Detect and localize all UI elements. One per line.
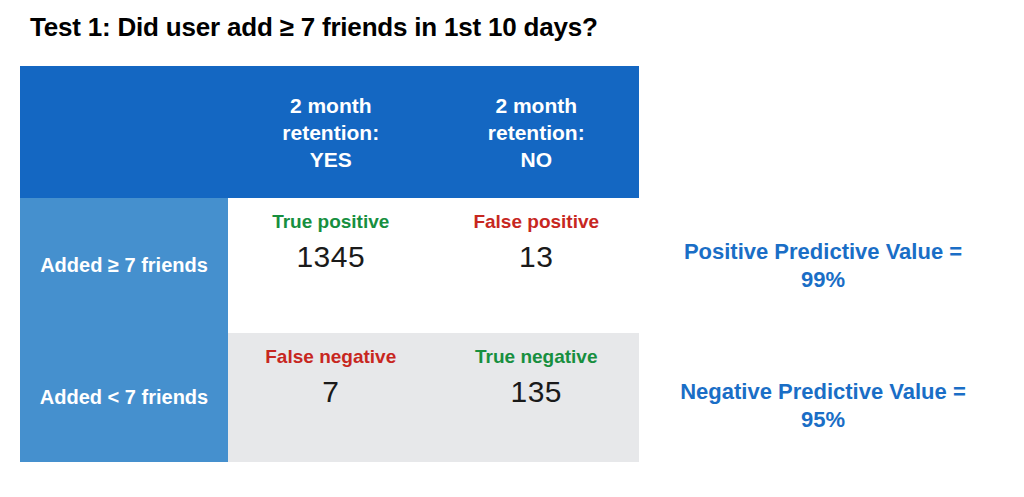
slide-canvas: Test 1: Did user add ≥ 7 friends in 1st … [0, 0, 1024, 497]
column-header-retention-no: 2 month retention: NO [434, 66, 640, 198]
cell-value: 135 [434, 375, 640, 409]
table-row: True positive 1345 False positive 13 [228, 198, 639, 333]
page-title: Test 1: Did user add ≥ 7 friends in 1st … [30, 12, 598, 43]
table-row: False negative 7 True negative 135 [228, 333, 639, 462]
cell-category-label: True negative [434, 346, 640, 368]
cell-true-positive: True positive 1345 [228, 198, 434, 333]
cell-false-negative: False negative 7 [228, 333, 434, 462]
matrix-cells: True positive 1345 False positive 13 Fal… [228, 198, 639, 462]
cell-value: 1345 [228, 240, 434, 274]
cell-category-label: True positive [228, 211, 434, 233]
cell-value: 13 [434, 240, 640, 274]
row-label-added-lt-7: Added < 7 friends [20, 333, 228, 462]
matrix-corner-cell [20, 66, 228, 198]
cell-false-positive: False positive 13 [434, 198, 640, 333]
column-header-retention-yes: 2 month retention: YES [228, 66, 434, 198]
cell-true-negative: True negative 135 [434, 333, 640, 462]
cell-category-label: False positive [434, 211, 640, 233]
row-label-added-ge-7: Added ≥ 7 friends [20, 198, 228, 333]
matrix-row-label-column: Added ≥ 7 friends Added < 7 friends [20, 198, 228, 462]
positive-predictive-value-annotation: Positive Predictive Value = 99% [650, 238, 996, 294]
matrix-header-row: 2 month retention: YES 2 month retention… [20, 66, 639, 198]
matrix-body: Added ≥ 7 friends Added < 7 friends True… [20, 198, 639, 462]
cell-category-label: False negative [228, 346, 434, 368]
negative-predictive-value-annotation: Negative Predictive Value = 95% [650, 378, 996, 434]
confusion-matrix-table: 2 month retention: YES 2 month retention… [20, 66, 639, 462]
cell-value: 7 [228, 375, 434, 409]
